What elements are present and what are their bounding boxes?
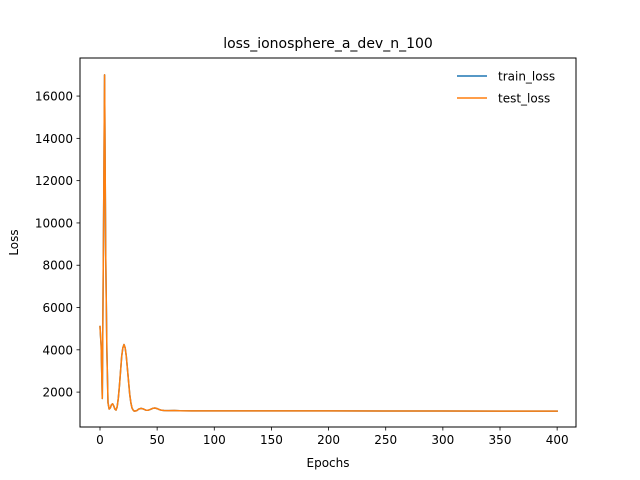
x-tick-label: 400 xyxy=(546,433,569,447)
y-tick-label: 12000 xyxy=(35,174,73,188)
x-axis-ticks: 0 50 100 150 200 250 300 350 400 xyxy=(96,427,569,447)
plot-frame xyxy=(79,57,577,428)
y-tick-label: 10000 xyxy=(35,216,73,230)
x-tick-label: 300 xyxy=(431,433,454,447)
legend: train_loss test_loss xyxy=(457,70,555,106)
y-tick-label: 8000 xyxy=(42,259,73,273)
y-tick-label: 4000 xyxy=(42,343,73,357)
y-axis-ticks: 2000 4000 6000 8000 10000 12000 14000 16000 xyxy=(35,90,80,400)
x-axis-label: Epochs xyxy=(307,456,350,470)
legend-label-test-loss: test_loss xyxy=(498,92,550,106)
y-axis-label: Loss xyxy=(7,229,21,255)
x-tick-label: 250 xyxy=(374,433,397,447)
series-line-test-loss xyxy=(99,74,558,412)
y-tick-label: 2000 xyxy=(42,386,73,400)
x-tick-label: 200 xyxy=(317,433,340,447)
legend-label-train-loss: train_loss xyxy=(498,70,555,84)
x-tick-label: 50 xyxy=(150,433,165,447)
x-tick-label: 100 xyxy=(203,433,226,447)
chart-title: loss_ionosphere_a_dev_n_100 xyxy=(223,36,433,52)
x-tick-label: 150 xyxy=(260,433,283,447)
y-tick-label: 14000 xyxy=(35,132,73,146)
series-line-train-loss xyxy=(99,74,558,412)
x-tick-label: 350 xyxy=(489,433,512,447)
x-tick-label: 0 xyxy=(96,433,104,447)
y-tick-label: 6000 xyxy=(42,301,73,315)
plot-lines xyxy=(99,74,558,412)
y-tick-label: 16000 xyxy=(35,90,73,104)
